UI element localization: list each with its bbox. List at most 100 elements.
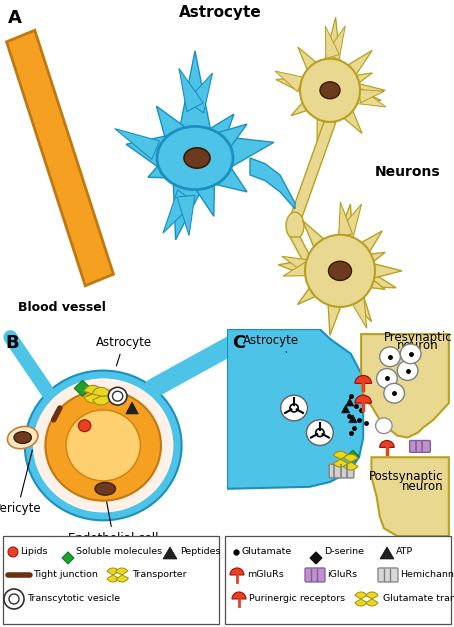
Text: Astrocyte: Astrocyte	[178, 4, 262, 19]
Polygon shape	[326, 26, 345, 60]
Text: Peptides: Peptides	[180, 547, 221, 556]
Text: Postsynaptic: Postsynaptic	[369, 470, 444, 483]
Text: B: B	[5, 334, 19, 352]
Polygon shape	[204, 124, 247, 164]
Polygon shape	[177, 51, 213, 142]
Circle shape	[377, 369, 397, 388]
FancyBboxPatch shape	[329, 464, 354, 478]
Polygon shape	[297, 273, 331, 305]
Polygon shape	[327, 287, 347, 335]
Text: A: A	[8, 9, 22, 27]
Polygon shape	[347, 450, 359, 462]
Wedge shape	[344, 455, 358, 462]
Ellipse shape	[95, 482, 116, 495]
Polygon shape	[126, 133, 180, 177]
Polygon shape	[6, 30, 113, 286]
Polygon shape	[179, 68, 203, 112]
Polygon shape	[341, 405, 350, 413]
Polygon shape	[349, 415, 357, 423]
Text: C: C	[232, 334, 246, 352]
Text: Lipids: Lipids	[20, 547, 48, 556]
Circle shape	[109, 387, 127, 405]
Polygon shape	[163, 190, 194, 233]
Ellipse shape	[14, 431, 31, 443]
FancyBboxPatch shape	[225, 536, 451, 624]
Polygon shape	[283, 260, 312, 276]
Text: Glutamate transporters: Glutamate transporters	[383, 594, 454, 603]
Circle shape	[384, 383, 405, 403]
Polygon shape	[278, 257, 324, 282]
Polygon shape	[289, 122, 336, 220]
Text: neuron: neuron	[402, 480, 444, 493]
Circle shape	[79, 420, 91, 431]
Polygon shape	[357, 260, 402, 282]
Ellipse shape	[7, 426, 38, 449]
Polygon shape	[188, 167, 215, 216]
Text: Transcytotic vesicle: Transcytotic vesicle	[27, 594, 120, 603]
Wedge shape	[232, 592, 246, 599]
Text: D-serine: D-serine	[324, 547, 364, 556]
Polygon shape	[354, 268, 385, 290]
Polygon shape	[347, 231, 382, 268]
Wedge shape	[92, 387, 110, 396]
Wedge shape	[355, 395, 371, 403]
Polygon shape	[282, 256, 312, 275]
Wedge shape	[333, 451, 348, 459]
Text: Transporter: Transporter	[132, 571, 187, 579]
Wedge shape	[355, 592, 367, 599]
Circle shape	[375, 418, 392, 434]
Polygon shape	[332, 204, 354, 255]
Polygon shape	[326, 26, 340, 58]
FancyBboxPatch shape	[378, 568, 398, 582]
Polygon shape	[186, 73, 212, 113]
Wedge shape	[93, 396, 110, 405]
Wedge shape	[355, 376, 371, 383]
Wedge shape	[116, 568, 128, 575]
Circle shape	[397, 361, 418, 381]
Circle shape	[34, 379, 173, 512]
Wedge shape	[230, 568, 244, 575]
Polygon shape	[380, 547, 394, 559]
Ellipse shape	[305, 234, 375, 307]
Text: Endothelial cell: Endothelial cell	[68, 486, 159, 545]
Polygon shape	[177, 195, 195, 236]
Polygon shape	[321, 17, 341, 75]
Wedge shape	[107, 568, 119, 575]
FancyBboxPatch shape	[305, 568, 325, 582]
Polygon shape	[62, 552, 74, 564]
Polygon shape	[250, 158, 295, 209]
Wedge shape	[116, 575, 128, 582]
Text: Soluble molecules: Soluble molecules	[76, 547, 162, 556]
Polygon shape	[354, 265, 396, 288]
Circle shape	[281, 395, 307, 421]
Circle shape	[25, 371, 182, 520]
Wedge shape	[366, 599, 378, 606]
Polygon shape	[148, 149, 182, 178]
Polygon shape	[157, 106, 195, 157]
Circle shape	[4, 589, 24, 609]
Polygon shape	[298, 47, 327, 85]
Polygon shape	[163, 547, 177, 559]
Polygon shape	[276, 76, 317, 98]
Ellipse shape	[286, 212, 304, 240]
Wedge shape	[380, 441, 394, 448]
Polygon shape	[291, 90, 321, 115]
Ellipse shape	[329, 261, 351, 280]
Text: Neurons: Neurons	[375, 164, 440, 179]
Polygon shape	[173, 168, 207, 240]
FancyBboxPatch shape	[410, 441, 430, 452]
Text: Presynaptic: Presynaptic	[384, 331, 452, 344]
Polygon shape	[227, 329, 363, 489]
Ellipse shape	[157, 127, 233, 189]
Wedge shape	[344, 462, 358, 470]
Polygon shape	[350, 296, 367, 329]
Polygon shape	[115, 129, 159, 159]
Text: Pericyte: Pericyte	[0, 450, 41, 515]
Text: Blood vessel: Blood vessel	[18, 301, 106, 314]
Polygon shape	[211, 135, 274, 176]
Wedge shape	[107, 575, 119, 582]
Ellipse shape	[184, 148, 210, 168]
Wedge shape	[84, 394, 102, 403]
Polygon shape	[126, 402, 138, 414]
Circle shape	[45, 390, 161, 500]
